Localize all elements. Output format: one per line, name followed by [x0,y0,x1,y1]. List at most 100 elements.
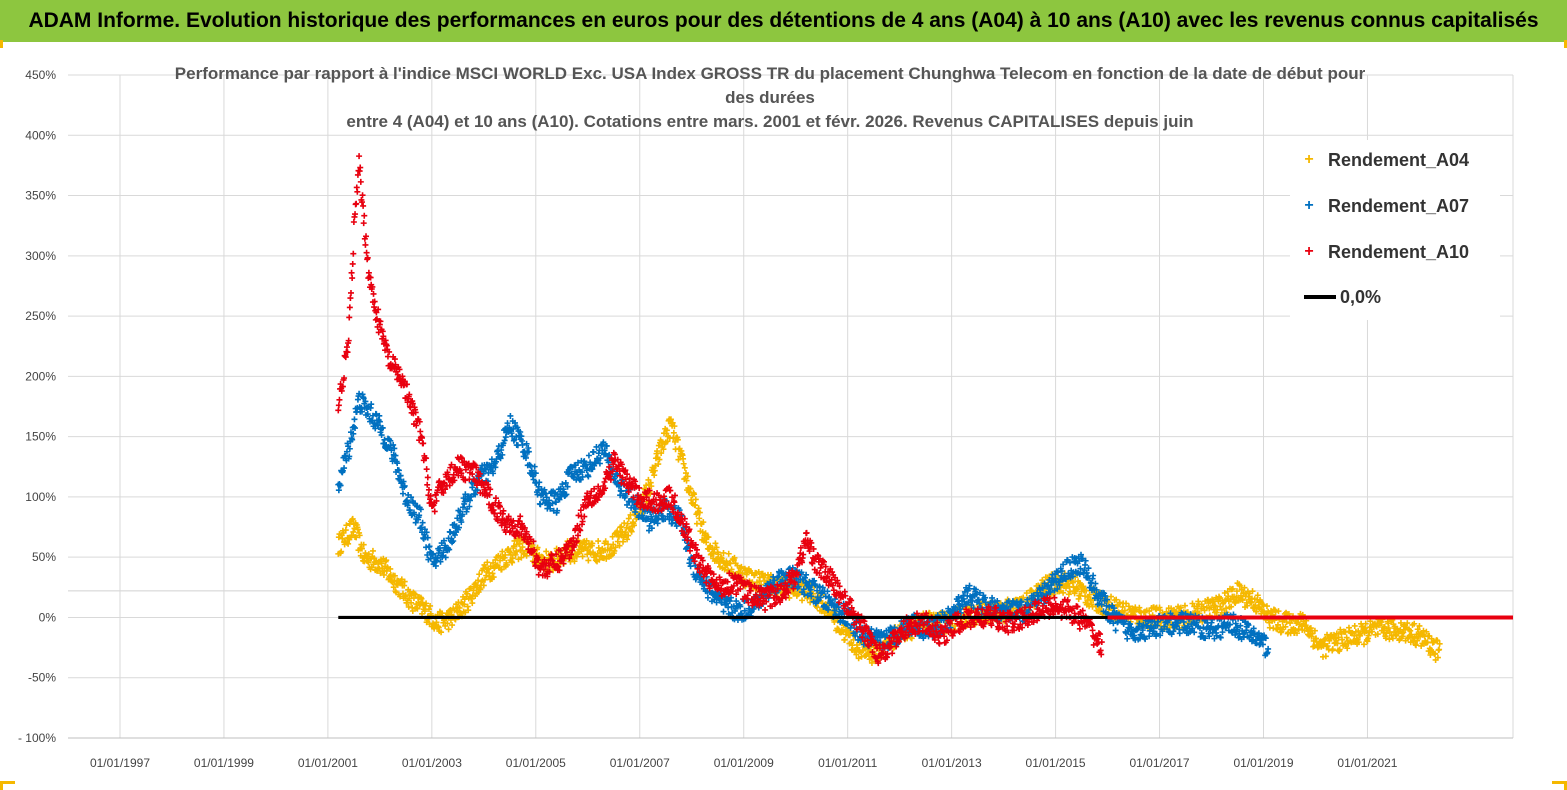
data-point [516,540,523,547]
chart-title: Performance par rapport à l'indice MSCI … [160,62,1380,134]
data-point [695,505,702,512]
data-point [360,220,367,227]
data-point [438,629,445,636]
data-point [417,428,424,435]
data-point [1090,572,1097,579]
data-point [831,619,838,626]
data-point [489,570,496,577]
title-banner [0,0,1567,42]
data-point [480,582,487,589]
data-point [387,565,394,572]
data-point [354,188,361,195]
data-point [339,535,346,542]
data-point [490,574,497,581]
data-point [373,557,380,564]
data-point [696,509,703,516]
data-point [424,474,431,481]
data-point [713,544,720,551]
y-axis-ticks: 450%400%350%300%250%200%150%100%50%0%-50… [18,68,56,745]
data-point [402,592,409,599]
data-point [353,534,360,541]
data-point [419,519,426,526]
data-point [383,557,390,564]
data-point [469,600,476,607]
data-point [414,605,421,612]
data-point [357,178,364,185]
data-point [658,450,665,457]
data-point [346,314,353,321]
data-point [612,544,619,551]
x-tick-label: 01/01/1997 [90,756,150,770]
data-point [674,436,681,443]
data-point [656,456,663,463]
data-point [543,548,550,555]
data-point [841,636,848,643]
data-point [420,440,427,447]
data-point [660,446,667,453]
data-point [397,593,404,600]
data-point [628,528,635,535]
data-point [419,610,426,617]
plus-marker-icon: + [1304,243,1314,260]
data-point [715,551,722,558]
data-point [609,533,616,540]
line-marker-icon [1304,295,1336,299]
data-point [335,402,342,409]
report-title: ADAM Informe. Evolution historique des p… [28,9,1539,32]
data-point [476,571,483,578]
data-point [461,601,468,608]
x-tick-label: 01/01/2003 [402,756,462,770]
data-point [348,532,355,539]
y-tick-label: 200% [25,369,56,383]
data-point [1089,627,1096,634]
data-point [1039,577,1046,584]
series-group [335,153,1443,667]
data-point [465,607,472,614]
data-point [365,559,372,566]
data-point [731,554,738,561]
data-point [418,595,425,602]
data-point [704,594,711,601]
data-point [1076,625,1083,632]
data-point [728,566,735,573]
frame-corner-top-right [1552,40,1567,48]
data-point [680,460,687,467]
data-point [1020,594,1027,601]
data-point [412,591,419,598]
data-point [936,640,943,647]
x-tick-label: 01/01/2021 [1337,756,1397,770]
data-point [663,427,670,434]
legend-label-a04: Rendement_A04 [1328,149,1470,170]
x-tick-label: 01/01/2013 [922,756,982,770]
data-point [1124,635,1131,642]
plus-marker-icon: + [1304,151,1314,168]
data-point [456,604,463,611]
data-point [343,522,350,529]
data-point [449,622,456,629]
x-tick-label: 01/01/2007 [610,756,670,770]
data-point [509,555,516,562]
data-point [390,584,397,591]
data-point [738,563,745,570]
data-point [602,538,609,545]
data-point [359,192,366,199]
data-point [700,519,707,526]
data-point [534,544,541,551]
data-point [696,515,703,522]
data-point [889,650,896,657]
data-point [707,542,714,549]
data-point [444,620,451,627]
data-point [363,249,370,256]
data-point [346,304,353,311]
data-point [351,416,358,423]
y-tick-label: 100% [25,490,56,504]
data-point [519,544,526,551]
legend-label-a07: Rendement_A07 [1328,195,1470,216]
data-point [643,482,650,489]
data-point [421,608,428,615]
data-point [611,547,618,554]
data-point [445,626,452,633]
data-point [399,490,406,497]
data-point [702,530,709,537]
data-point [655,461,662,468]
